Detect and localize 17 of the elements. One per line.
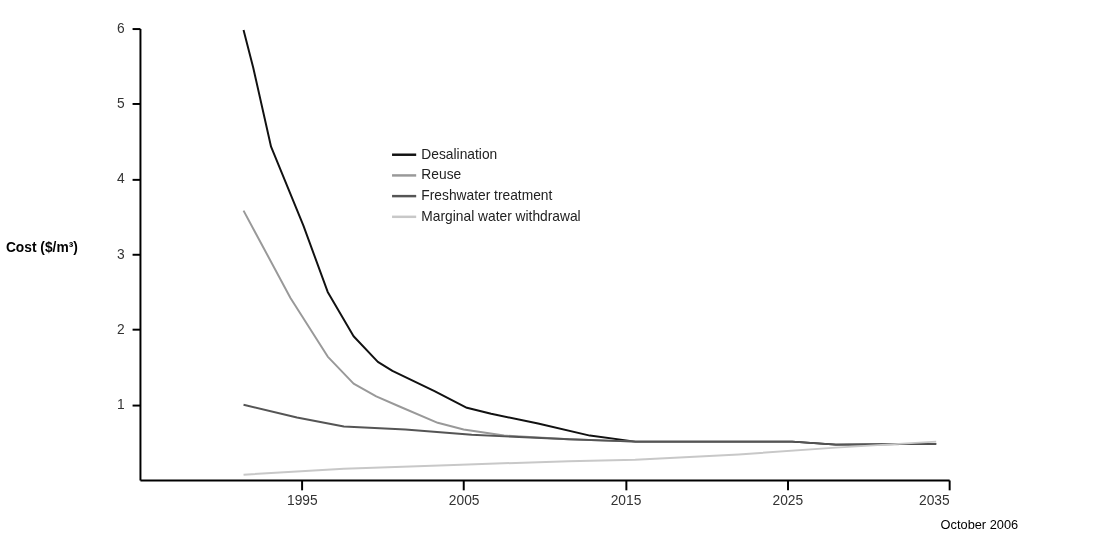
x-tick-label: 2015	[610, 493, 642, 509]
y-tick-label: 5	[117, 96, 126, 112]
x-tick-label: 2005	[448, 493, 480, 509]
y-axis-title: Cost ($/m³)	[5, 239, 78, 255]
legend-label: Freshwater treatment	[421, 188, 553, 204]
y-tick-label: 4	[117, 171, 126, 187]
legend-label: Desalination	[421, 146, 498, 162]
y-tick-label: 3	[117, 246, 126, 262]
y-tick-label: 1	[117, 397, 125, 413]
text: October 2006	[940, 517, 1019, 533]
x-tick-label: 2035	[918, 493, 950, 509]
x-tick-label: 2025	[772, 493, 804, 509]
y-tick-label: 6	[117, 21, 126, 36]
y-tick-label: 2	[117, 321, 125, 337]
legend-label: Marginal water withdrawal	[421, 208, 581, 224]
x-tick-label: 1995	[286, 493, 318, 509]
legend-label: Reuse	[421, 167, 462, 183]
